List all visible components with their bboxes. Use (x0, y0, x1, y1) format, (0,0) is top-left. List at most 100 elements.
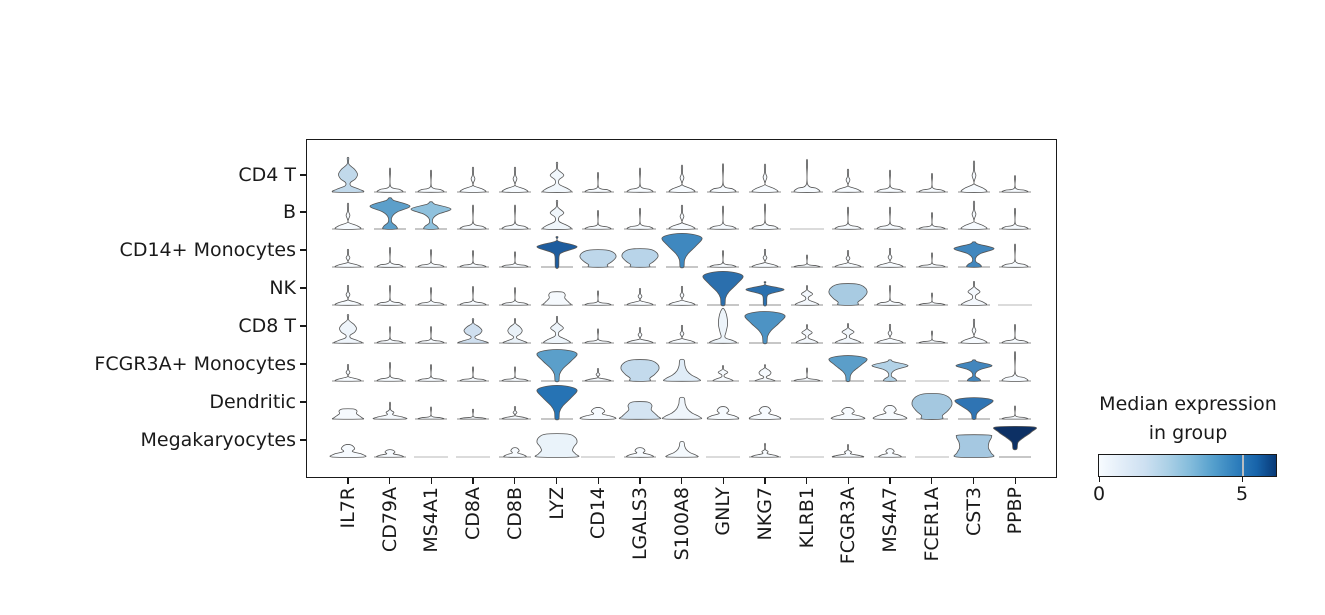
violin-cell (707, 307, 740, 344)
violin-cell (707, 205, 740, 230)
violin-cell (540, 315, 573, 344)
violin-cell (579, 249, 617, 268)
violin-shape (1001, 243, 1029, 268)
violin-cell (415, 364, 448, 382)
violin-cell (662, 358, 701, 382)
violin-cell (498, 204, 531, 230)
violin-shape (626, 447, 654, 458)
x-axis-tick (847, 478, 850, 484)
violin-shape (960, 318, 987, 344)
colorbar-tick-5 (1242, 477, 1244, 482)
violin-cell (915, 212, 948, 230)
violin-shape (1001, 405, 1029, 420)
violin-cell (582, 368, 615, 382)
violin-shape (618, 401, 662, 420)
gene-label-text: CST3 (962, 487, 985, 537)
x-axis-tick (555, 478, 558, 484)
gene-label-text: LGALS3 (628, 487, 651, 561)
x-axis-tick (514, 478, 516, 484)
violin-shape (751, 203, 779, 230)
violin-cell (329, 444, 367, 458)
violin-cell (332, 314, 364, 344)
violin-cell (582, 328, 615, 344)
violin-shape (331, 156, 365, 193)
violin-cell (915, 330, 948, 344)
y-axis-tick (300, 401, 306, 403)
violin-shape (871, 359, 909, 382)
violin-shape (459, 366, 487, 382)
x-axis-tick (931, 478, 933, 484)
violin-shape (918, 173, 946, 193)
violin-cell (661, 396, 702, 420)
violin-shape (501, 406, 529, 420)
violin-cell (957, 281, 990, 306)
violin-cell (832, 323, 865, 344)
violin-shape (793, 254, 821, 268)
violin-cell (457, 166, 490, 193)
violin-shape (835, 168, 862, 193)
violin-cell (874, 169, 907, 193)
violin-shape (376, 167, 404, 193)
violin-shape (709, 205, 737, 230)
violin-cell (999, 324, 1032, 344)
violin-cell (582, 210, 615, 230)
x-axis-tick (347, 478, 349, 484)
violin-cell (623, 288, 656, 306)
colorbar-tick-0 (1099, 477, 1101, 482)
violin-shape (876, 323, 904, 344)
violin-shape (668, 164, 695, 193)
violin-cell (707, 365, 740, 382)
violin-cell (999, 243, 1032, 268)
violin-shape (795, 324, 819, 344)
violin-cell (498, 287, 531, 306)
x-axis-tick (806, 478, 808, 484)
violin-shape (953, 241, 994, 268)
gene-label-text: CD8A (462, 487, 485, 540)
violin-shape (536, 385, 577, 421)
violin-shape (876, 247, 904, 268)
violin-cell (498, 366, 531, 382)
violin-cell (620, 359, 660, 382)
gene-label: PPBP (1002, 487, 1028, 538)
violin-cell (623, 167, 656, 193)
violin-cell (707, 250, 740, 268)
violin-cell (915, 173, 948, 193)
gene-label: IL7R (335, 487, 361, 532)
x-axis-tick (722, 478, 724, 484)
violin-shape (1001, 175, 1029, 193)
violin-shape (709, 307, 738, 344)
violin-shape (709, 163, 737, 193)
violin-shape (1001, 207, 1029, 230)
violin-cell (707, 163, 740, 193)
violin-cell (831, 407, 866, 420)
violin-shape (793, 367, 821, 382)
x-axis-tick (430, 478, 433, 484)
violin-shape (1001, 324, 1029, 344)
violin-cell (790, 254, 823, 268)
row-label: Dendritic (209, 391, 296, 413)
violin-cell (665, 285, 698, 306)
violin-shape (953, 397, 994, 420)
violin-cell (911, 393, 953, 420)
violin-shape (418, 406, 445, 420)
violin-cell (707, 406, 740, 420)
violin-shape (748, 406, 782, 420)
row-label: NK (269, 277, 296, 299)
violin-shape (953, 434, 994, 458)
violin-shape (375, 449, 404, 458)
gene-label: GNLY (710, 487, 736, 540)
violin-cell (623, 207, 656, 230)
violin-cell (332, 202, 364, 230)
violin-cell (415, 406, 448, 420)
violin-cell (581, 456, 616, 458)
gene-label: CD79A (377, 487, 403, 556)
violin-shape (876, 206, 904, 230)
row-label: CD14+ Monocytes (119, 239, 296, 261)
x-axis-tick (1014, 478, 1016, 484)
violin-cell (953, 241, 994, 268)
violin-cell (874, 323, 907, 344)
gene-label-text: KLRB1 (795, 487, 818, 549)
violin-cell (993, 426, 1038, 458)
violin-cell (999, 207, 1032, 230)
colorbar-tick-label: 0 (1092, 483, 1106, 505)
